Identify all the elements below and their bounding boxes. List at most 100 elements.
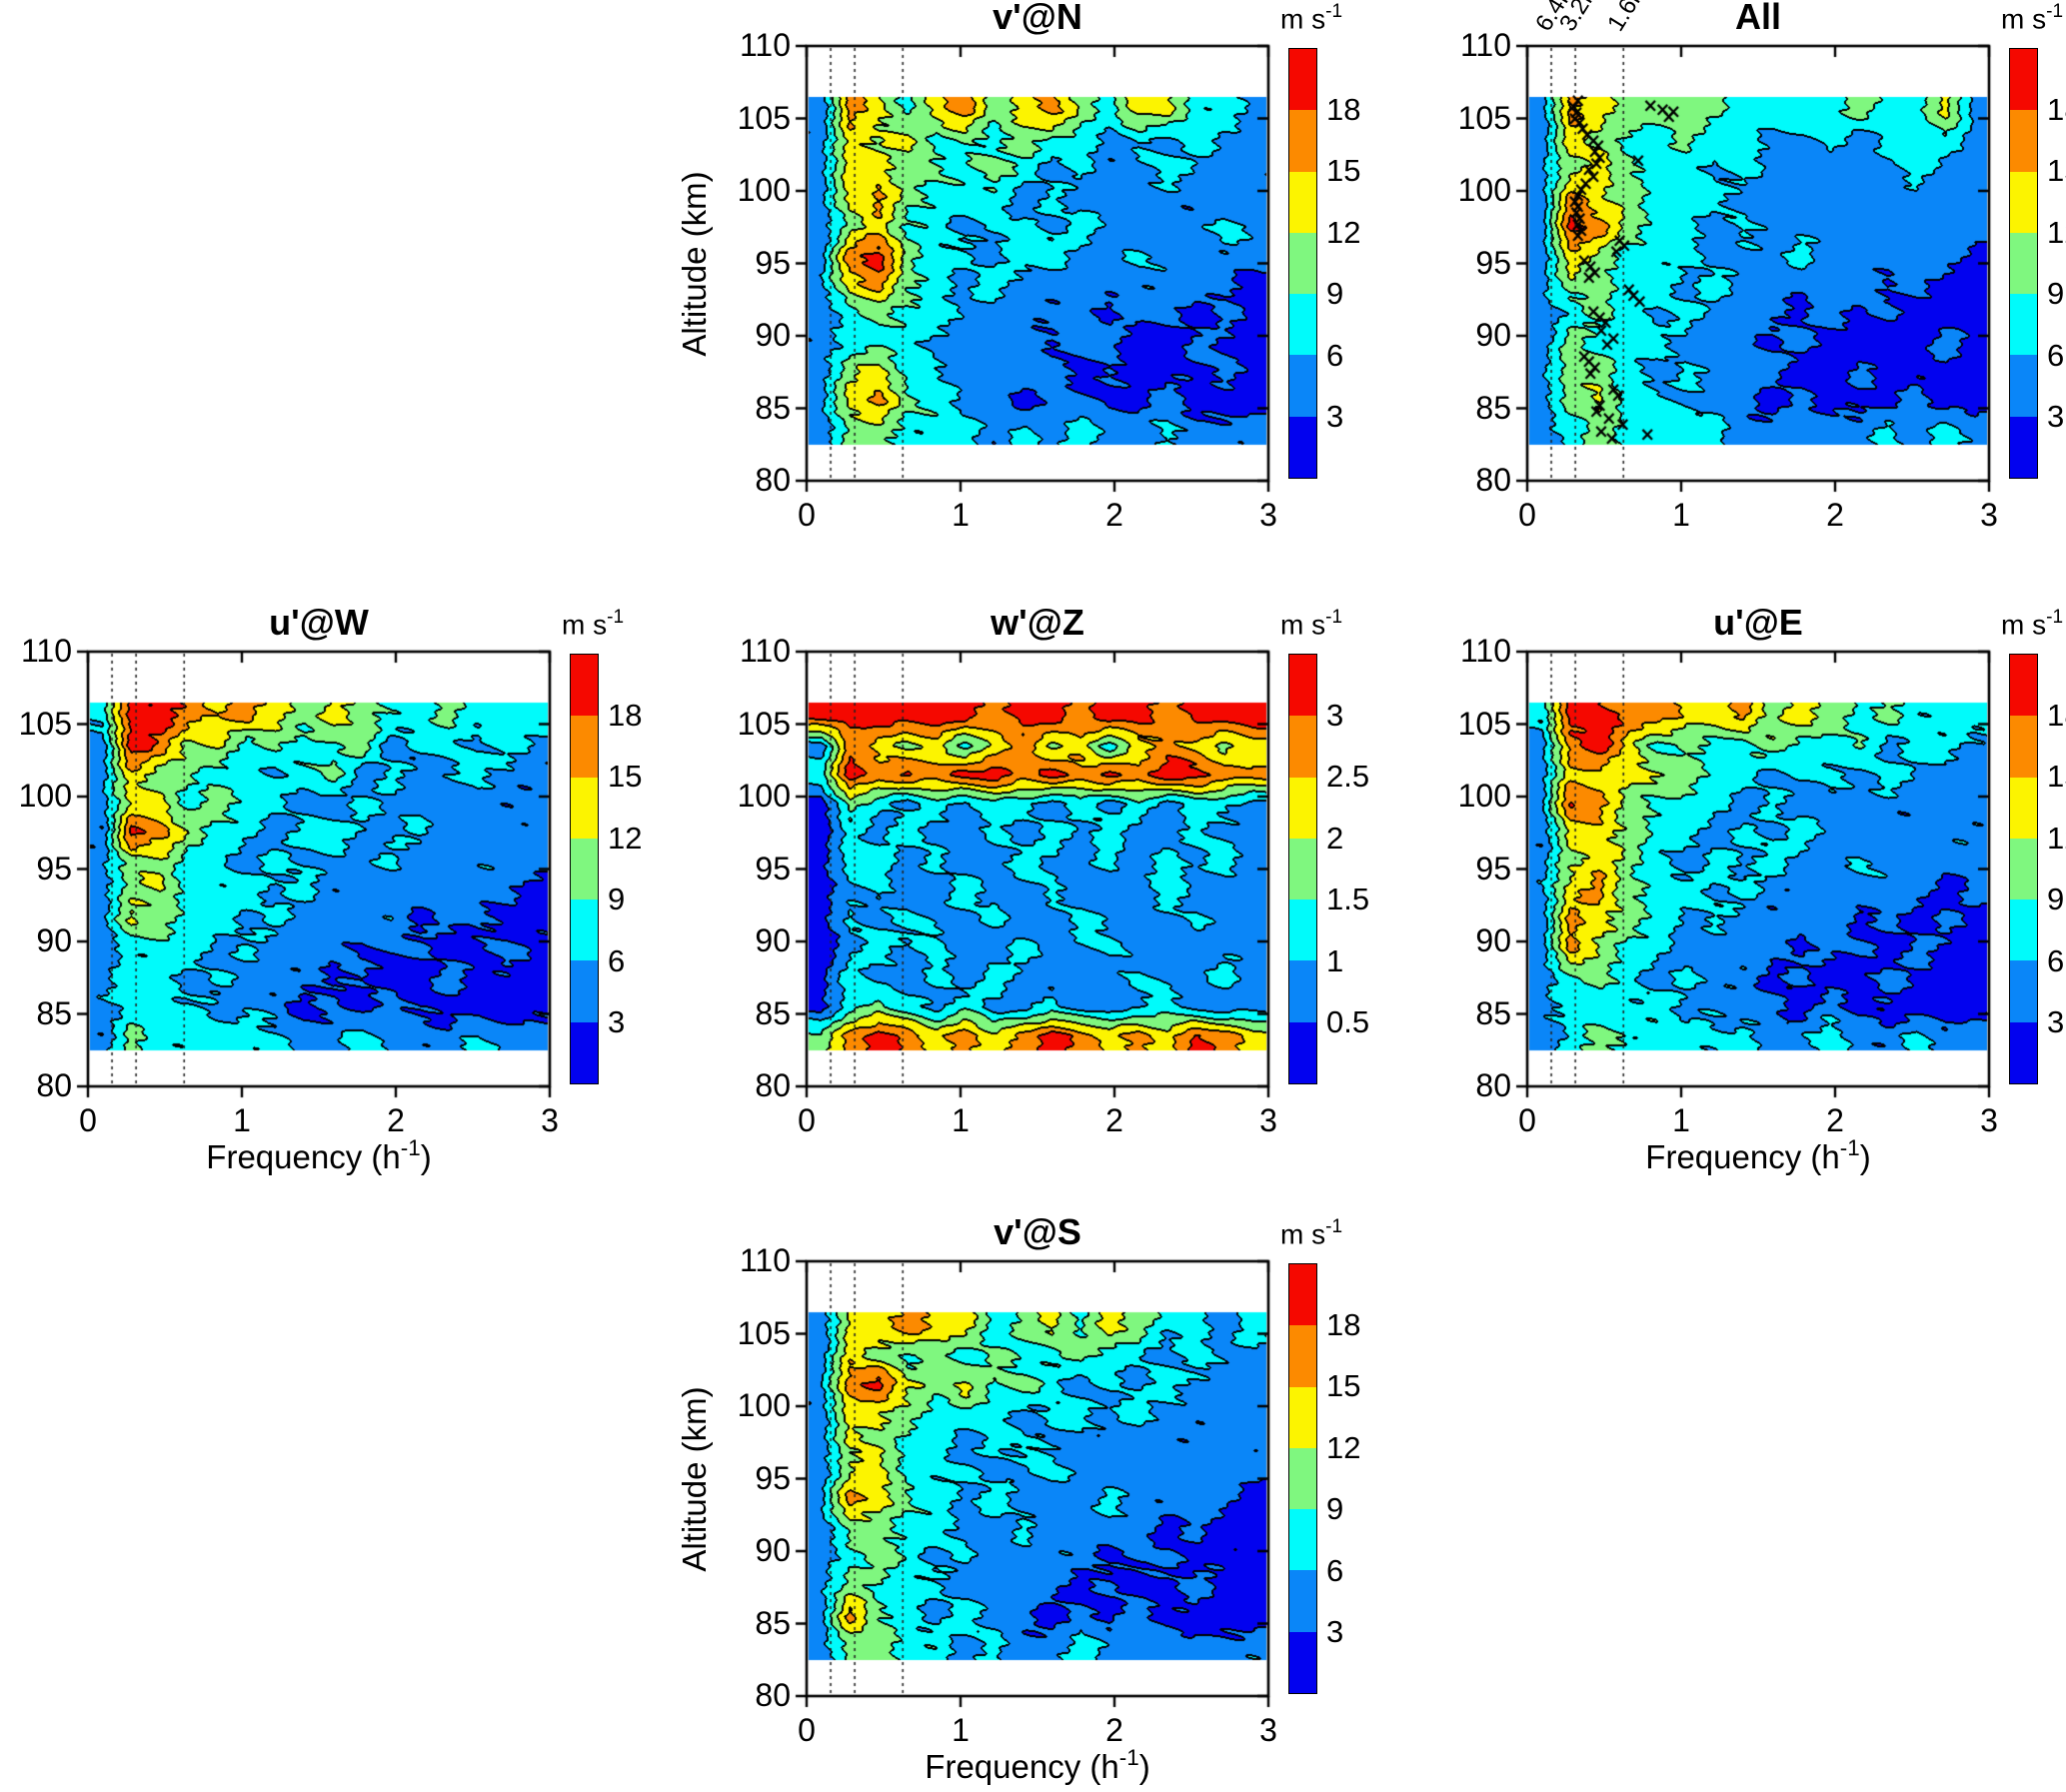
y-tick-label: 110 (739, 1242, 791, 1278)
colorbar-tick-label: 12 (1326, 1429, 1361, 1465)
colorbar-tick-label: 6 (608, 942, 626, 978)
panel-title: All (1734, 0, 1781, 37)
colorbar-segment (1289, 960, 1316, 1022)
colorbar-unit-label: m s-1 (2001, 1, 2064, 35)
colorbar-segment (1289, 1325, 1316, 1387)
x-tick-label: 1 (952, 497, 970, 533)
colorbar-segment (2010, 171, 2037, 233)
colorbar-tick-label: 9 (1326, 1491, 1344, 1527)
y-tick-label: 90 (755, 317, 791, 353)
colorbar-tick-label: 15 (1326, 153, 1361, 189)
colorbar-segment (571, 777, 598, 839)
y-tick-label: 105 (1457, 705, 1511, 742)
colorbar-segment (2010, 355, 2037, 417)
colorbar-unit-label: m s-1 (562, 607, 625, 641)
colorbar-tick-label: 3 (2047, 1004, 2065, 1040)
colorbar-segment (1289, 1570, 1316, 1632)
x-tick-label: 0 (1518, 1102, 1536, 1138)
colorbar-segment (2010, 655, 2037, 717)
colorbar-segment (1289, 1447, 1316, 1510)
colorbar-tick-label: 6 (2047, 337, 2065, 373)
colorbar-segment (1289, 1386, 1316, 1448)
x-tick-label: 3 (1259, 1102, 1277, 1138)
colorbar-segment (2010, 49, 2037, 111)
y-tick-label: 105 (737, 99, 791, 136)
y-tick-label: 95 (1475, 244, 1511, 281)
y-tick-label: 100 (737, 172, 791, 208)
y-tick-label: 80 (36, 1067, 72, 1103)
colorbar-segment (2010, 716, 2037, 778)
colorbar-tick-label: 9 (1326, 276, 1344, 312)
colorbar-tick-label: 12 (2047, 214, 2066, 250)
colorbar-segment (571, 899, 598, 961)
contour-plot-canvas (793, 32, 1282, 495)
colorbar (2009, 48, 2038, 479)
x-tick-label: 1 (1672, 497, 1690, 533)
y-tick-label: 90 (755, 922, 791, 958)
colorbar-segment (2010, 294, 2037, 356)
x-tick-label: 1 (233, 1102, 251, 1138)
y-tick-label: 85 (755, 994, 791, 1031)
y-tick-label: 105 (737, 705, 791, 742)
x-tick-label: 2 (1105, 1712, 1123, 1748)
colorbar-tick-label: 18 (2047, 91, 2066, 127)
x-tick-label: 2 (387, 1102, 405, 1138)
colorbar-tick-label: 3 (1326, 697, 1344, 733)
panel-title: u'@W (269, 602, 369, 643)
colorbar-segment (1289, 899, 1316, 961)
y-tick-label: 100 (1457, 778, 1511, 814)
y-tick-label: 85 (1475, 994, 1511, 1031)
colorbar-unit-label: m s-1 (1280, 1, 1343, 35)
colorbar-tick-label: 18 (1326, 1306, 1361, 1342)
y-tick-label: 110 (739, 633, 791, 669)
colorbar-segment (1289, 110, 1316, 172)
x-tick-label: 1 (952, 1102, 970, 1138)
colorbar (1288, 1263, 1317, 1694)
panel-title: v'@N (993, 0, 1082, 37)
colorbar-tick-label: 3 (2047, 399, 2065, 435)
colorbar-tick-label: 2 (1326, 820, 1344, 856)
x-tick-label: 1 (1672, 1102, 1690, 1138)
colorbar-segment (571, 655, 598, 717)
y-tick-label: 90 (1475, 317, 1511, 353)
colorbar-segment (1289, 1264, 1316, 1326)
colorbar-tick-label: 6 (1326, 1552, 1344, 1588)
colorbar-tick-label: 18 (608, 697, 643, 733)
y-tick-label: 105 (18, 705, 72, 742)
colorbar-segment (2010, 1021, 2037, 1083)
y-tick-label: 90 (36, 922, 72, 958)
colorbar-segment (1289, 1631, 1316, 1693)
y-tick-label: 85 (36, 994, 72, 1031)
x-axis-label: Frequency (h-1) (206, 1134, 432, 1175)
colorbar-tick-label: 6 (1326, 337, 1344, 373)
colorbar-segment (2010, 232, 2037, 295)
x-tick-label: 0 (1518, 497, 1536, 533)
colorbar-tick-label: 18 (1326, 91, 1361, 127)
colorbar-segment (2010, 416, 2037, 478)
y-tick-label: 80 (755, 1067, 791, 1103)
x-tick-label: 3 (1980, 1102, 1998, 1138)
y-tick-label: 105 (1457, 99, 1511, 136)
colorbar-tick-label: 9 (608, 882, 626, 917)
y-tick-label: 80 (1475, 1067, 1511, 1103)
y-tick-label: 100 (737, 778, 791, 814)
x-tick-label: 2 (1105, 1102, 1123, 1138)
panel-title: u'@E (1713, 602, 1803, 643)
colorbar (1288, 654, 1317, 1084)
y-tick-label: 110 (20, 633, 72, 669)
colorbar-segment (571, 716, 598, 778)
colorbar-segment (1289, 232, 1316, 295)
y-tick-label: 105 (737, 1314, 791, 1351)
colorbar-segment (1289, 416, 1316, 478)
colorbar-tick-label: 9 (2047, 882, 2065, 917)
x-tick-label: 1 (952, 1712, 970, 1748)
colorbar-segment (571, 838, 598, 900)
x-tick-label: 3 (1259, 497, 1277, 533)
y-tick-label: 110 (1459, 633, 1511, 669)
y-tick-label: 100 (737, 1387, 791, 1423)
colorbar-segment (1289, 838, 1316, 900)
colorbar-tick-label: 1 (1326, 942, 1344, 978)
colorbar-tick-label: 18 (2047, 697, 2066, 733)
colorbar-tick-label: 12 (1326, 214, 1361, 250)
colorbar-segment (2010, 960, 2037, 1022)
